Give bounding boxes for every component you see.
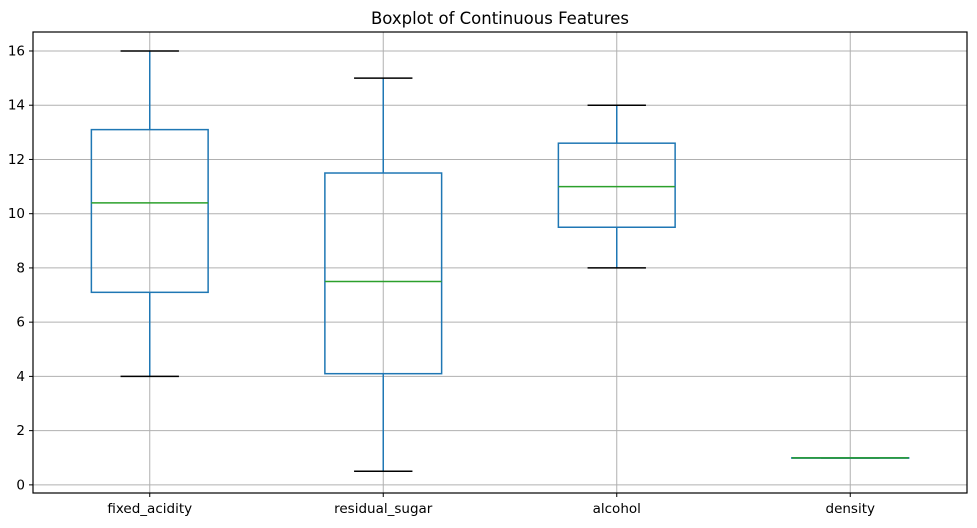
box-fixed_acidity bbox=[90, 50, 209, 378]
box-rect bbox=[324, 172, 443, 375]
box-rect bbox=[557, 142, 676, 228]
box-alcohol bbox=[557, 104, 676, 269]
y-tick-label: 16 bbox=[8, 43, 25, 59]
x-tick-label: alcohol bbox=[593, 501, 641, 517]
box-rect bbox=[90, 128, 209, 294]
y-tick-label: 8 bbox=[16, 260, 25, 276]
plot-area: 0 2 4 6 8 10 12 14 16 fixed_acidity residual_sugar… bbox=[8, 31, 968, 517]
y-tick-label: 4 bbox=[16, 369, 25, 385]
y-tick-label: 0 bbox=[16, 477, 25, 493]
y-tick-label: 6 bbox=[16, 315, 25, 331]
y-tick-label: 14 bbox=[8, 98, 25, 114]
y-tick-label: 12 bbox=[8, 152, 25, 168]
box-residual_sugar bbox=[324, 77, 443, 473]
plot-border bbox=[32, 31, 968, 494]
x-tick-label: residual_sugar bbox=[334, 501, 433, 517]
x-tick-label: fixed_acidity bbox=[107, 501, 192, 517]
y-tick-label: 10 bbox=[8, 206, 25, 222]
x-tick-label: density bbox=[826, 501, 876, 517]
chart-title: Boxplot of Continuous Features bbox=[371, 9, 629, 28]
y-tick-label: 2 bbox=[16, 423, 25, 439]
